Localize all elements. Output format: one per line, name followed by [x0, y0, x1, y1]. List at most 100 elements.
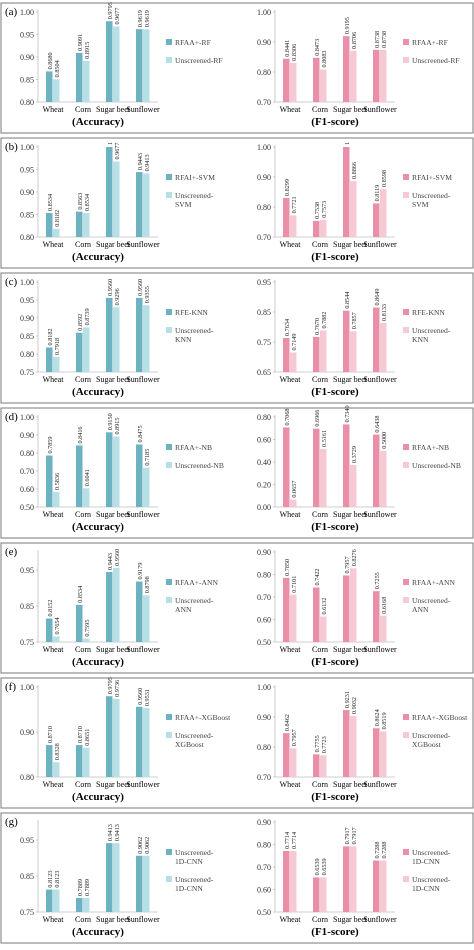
- data-label: 0.9795: [107, 2, 114, 19]
- data-label: 0.8534: [84, 194, 91, 211]
- data-label: 0.7859: [47, 437, 54, 454]
- bar: [373, 728, 380, 777]
- data-label: 0.9443: [107, 553, 114, 570]
- data-label: 0.9619: [144, 10, 151, 27]
- bar: [53, 491, 60, 507]
- panel-frame: [0, 137, 474, 269]
- data-label: 0.7422: [314, 568, 321, 585]
- bar: [106, 147, 113, 237]
- data-label: 0.8299: [284, 179, 291, 196]
- y-tick-label: 0.85: [20, 211, 34, 220]
- data-label: 0.6539: [321, 858, 328, 875]
- data-label: 0.9150: [107, 413, 114, 430]
- x-tick-label: Wheat: [43, 510, 65, 519]
- y-tick-label: 0.80: [257, 571, 271, 580]
- x-tick-label: Wheat: [280, 780, 302, 789]
- y-tick-label: 0.80: [20, 98, 34, 107]
- x-tick-label: Sunflower: [126, 240, 160, 249]
- legend-entry: Unscreened-: [175, 326, 214, 335]
- data-label: 0.7714: [284, 832, 291, 849]
- y-tick-label: 0.95: [20, 296, 34, 305]
- x-tick-label: Wheat: [280, 915, 302, 924]
- x-axis-title: (F1-score): [311, 386, 359, 398]
- bar: [46, 745, 53, 777]
- y-tick-label: 0.50: [257, 638, 271, 647]
- x-tick-label: Wheat: [43, 780, 65, 789]
- data-label: 0.7755: [314, 735, 321, 752]
- legend-entry: Unscreened-: [175, 731, 214, 740]
- bar: [83, 897, 90, 912]
- x-axis-title: (F1-score): [311, 926, 359, 938]
- data-label: 0.7538: [314, 202, 321, 219]
- data-label: 0.9531: [144, 689, 151, 706]
- y-tick-label: 0.90: [257, 548, 271, 557]
- x-tick-label: Sunflower: [363, 105, 397, 114]
- data-label: 0.8651: [84, 729, 91, 746]
- y-tick-label: 0.85: [20, 872, 34, 881]
- data-label: 0.9736: [114, 680, 121, 697]
- panel-frame: [0, 542, 474, 674]
- y-tick-label: 0.90: [257, 713, 271, 722]
- data-label: 0.8123: [54, 871, 61, 888]
- legend-entry: ANN: [412, 605, 429, 614]
- x-tick-label: Sunflower: [126, 510, 160, 519]
- data-label: 0.7634: [284, 319, 291, 336]
- x-tick-label: Wheat: [280, 510, 302, 519]
- bar: [320, 755, 327, 777]
- y-tick-label: 0.85: [257, 308, 271, 317]
- data-label: 0.8866: [351, 162, 358, 179]
- bar: [46, 455, 53, 507]
- data-label: 0.8798: [144, 576, 151, 593]
- x-tick-label: Sunflower: [363, 645, 397, 654]
- y-tick-label: 0.60: [20, 485, 34, 494]
- bar: [373, 434, 380, 507]
- bar: [313, 428, 320, 507]
- data-label: 0.8306: [291, 44, 298, 61]
- legend-entry: Unscreened-: [412, 848, 451, 857]
- data-label: 0.7255: [374, 572, 381, 589]
- legend-entry: 1D-CNN: [175, 884, 203, 893]
- legend-swatch: [166, 849, 172, 855]
- bar: [373, 307, 380, 372]
- legend-entry: Unscreened-: [412, 875, 451, 884]
- bar: [343, 710, 350, 777]
- bar: [46, 212, 53, 237]
- data-label: 0.8563: [77, 193, 84, 210]
- data-label: 0.8624: [374, 709, 381, 726]
- bar: [283, 733, 290, 777]
- bar: [136, 172, 143, 237]
- bar: [136, 297, 143, 372]
- data-label: 0.9413: [107, 824, 114, 841]
- panel-label: (f): [5, 681, 16, 693]
- bar: [136, 444, 143, 507]
- y-tick-label: 0.90: [20, 53, 34, 62]
- panel-label: (e): [5, 546, 18, 558]
- x-tick-label: Sunflower: [363, 510, 397, 519]
- bar: [136, 706, 143, 777]
- data-label: 0.5836: [54, 473, 61, 490]
- y-tick-label: 0.85: [20, 76, 34, 85]
- bar: [143, 305, 150, 372]
- x-tick-label: Wheat: [280, 645, 302, 654]
- data-label: 0.7068: [284, 408, 291, 425]
- bar: [290, 850, 297, 912]
- data-label: 0.8544: [344, 292, 351, 309]
- x-tick-label: Wheat: [43, 240, 65, 249]
- bar: [350, 846, 357, 912]
- data-label: 0.5161: [321, 430, 328, 447]
- bar: [76, 604, 83, 642]
- x-tick-label: Wheat: [280, 105, 302, 114]
- data-label: 0.7917: [344, 827, 351, 844]
- bar: [143, 595, 150, 642]
- data-label: 0.7857: [351, 312, 358, 329]
- bar: [53, 636, 60, 642]
- data-label: 0.8680: [47, 52, 54, 69]
- x-tick-label: Corn: [312, 645, 328, 654]
- legend-entry: KNN: [412, 335, 429, 344]
- y-tick-label: 0.80: [257, 841, 271, 850]
- legend-entry: RFAA+-NB: [412, 443, 449, 452]
- x-axis-title: (Accuracy): [72, 791, 124, 803]
- data-label: 0.8706: [351, 32, 358, 49]
